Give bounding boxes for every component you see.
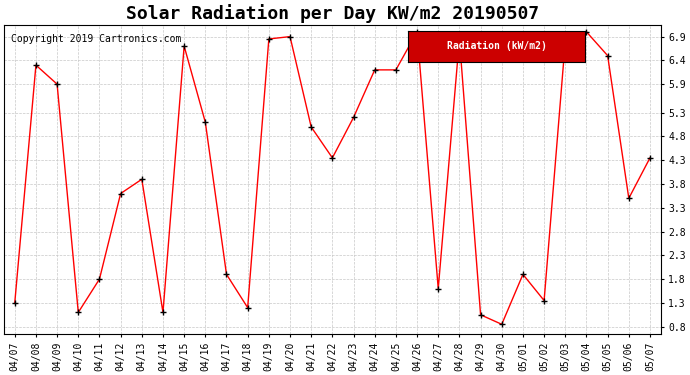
Title: Solar Radiation per Day KW/m2 20190507: Solar Radiation per Day KW/m2 20190507 xyxy=(126,4,539,23)
Text: Copyright 2019 Cartronics.com: Copyright 2019 Cartronics.com xyxy=(11,34,181,44)
